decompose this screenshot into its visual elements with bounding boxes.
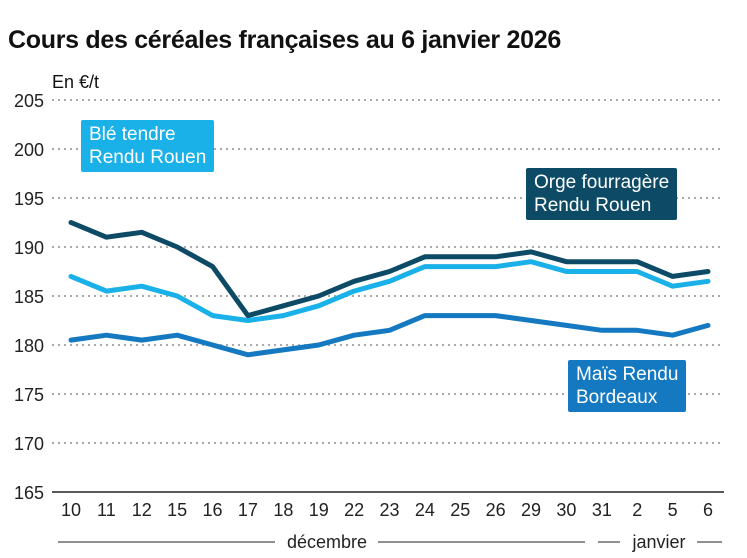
y-tick-label: 165 (14, 483, 44, 503)
y-tick-label: 170 (14, 434, 44, 454)
x-tick-label: 30 (556, 500, 576, 520)
month-label-janvier: janvier (631, 532, 685, 552)
x-tick-label: 2 (632, 500, 642, 520)
y-tick-label: 175 (14, 385, 44, 405)
legend-orge-line2: Rendu Rouen (534, 195, 652, 216)
y-tick-label: 200 (14, 140, 44, 160)
x-tick-label: 24 (415, 500, 435, 520)
x-tick-label: 23 (379, 500, 399, 520)
legend-orge-line1: Orge fourragère (534, 172, 670, 193)
x-tick-label: 25 (450, 500, 470, 520)
x-tick-label: 6 (703, 500, 713, 520)
x-tick-label: 5 (668, 500, 678, 520)
x-tick-label: 31 (592, 500, 612, 520)
legend-ble: Blé tendre Rendu Rouen (81, 120, 215, 172)
month-label-decembre: décembre (287, 532, 367, 552)
x-tick-label: 29 (521, 500, 541, 520)
legend-orge: Orge fourragère Rendu Rouen (526, 168, 678, 220)
series-line (68, 259, 711, 323)
y-tick-label: 185 (14, 287, 44, 307)
x-tick-label: 11 (97, 500, 116, 520)
x-tick-label: 26 (486, 500, 506, 520)
legend-mais-line1: Maïs Rendu (576, 364, 679, 385)
x-tick-label: 19 (309, 500, 329, 520)
legend-ble-line2: Rendu Rouen (89, 147, 207, 168)
series-line (68, 313, 711, 358)
x-tick-label: 15 (167, 500, 187, 520)
y-tick-label: 190 (14, 238, 44, 258)
legend-mais: Maïs Rendu Bordeaux (568, 360, 687, 412)
x-tick-label: 16 (203, 500, 223, 520)
legend-mais-line2: Bordeaux (576, 387, 658, 408)
y-tick-label: 180 (14, 336, 44, 356)
legend-ble-line1: Blé tendre (89, 124, 176, 145)
series-line (68, 220, 711, 319)
y-axis-label: En €/t (52, 72, 100, 92)
chart-title: Cours des céréales françaises au 6 janvi… (8, 26, 561, 54)
x-tick-label: 22 (344, 500, 364, 520)
x-tick-label: 18 (273, 500, 293, 520)
y-tick-label: 205 (14, 91, 44, 111)
x-tick-label: 12 (132, 500, 152, 520)
x-tick-label: 17 (238, 500, 258, 520)
x-tick-label: 10 (61, 500, 81, 520)
y-tick-label: 195 (14, 189, 44, 209)
